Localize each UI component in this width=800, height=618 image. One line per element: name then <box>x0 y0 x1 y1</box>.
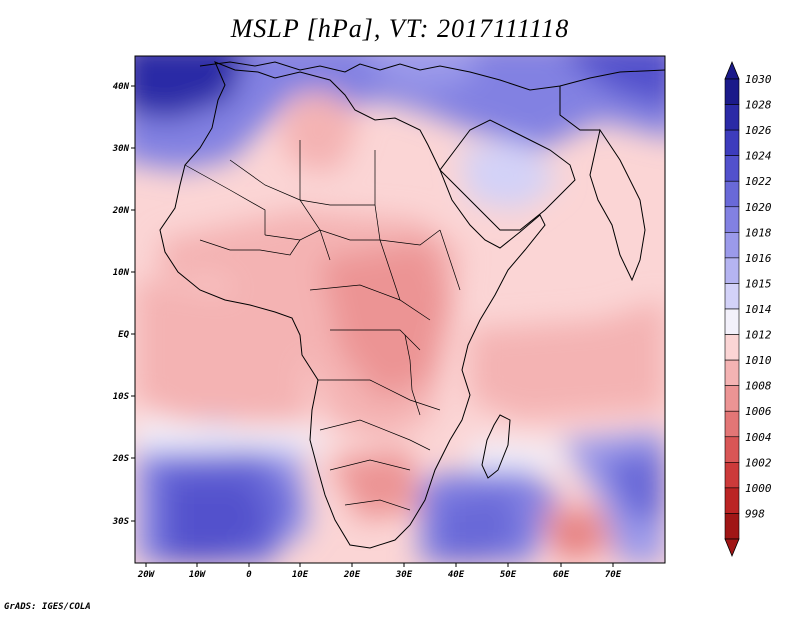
lon-axis: 20W 10W 0 10E 20E 30E 40E 50E 60E 70E <box>137 570 622 580</box>
colorbar-label: 1024 <box>745 150 772 163</box>
colorbar-label: 1010 <box>745 354 772 367</box>
colorbar-label: 1004 <box>745 431 772 444</box>
lon-label: 20E <box>343 570 361 580</box>
colorbar-swatch <box>724 308 740 335</box>
lon-label: 70E <box>605 570 622 580</box>
lon-label: 20W <box>137 570 156 580</box>
lat-label: 10S <box>113 392 130 402</box>
colorbar-swatch <box>724 206 740 233</box>
colorbar: 1030 1028 1026 1024 1022 1020 1018 1016 1015 1014… <box>724 60 772 558</box>
lon-label: 30E <box>395 570 413 580</box>
lat-label: 20N <box>112 206 130 216</box>
colorbar-swatch <box>724 436 740 463</box>
lon-label: 10W <box>189 570 207 580</box>
colorbar-swatch <box>724 462 740 489</box>
lon-label: 60E <box>553 570 570 580</box>
colorbar-swatch <box>724 410 740 438</box>
lat-label: 10N <box>113 268 130 278</box>
colorbar-swatch <box>724 334 740 361</box>
coastlines <box>159 61 665 549</box>
colorbar-top-arrow <box>724 60 740 80</box>
colorbar-label: 1016 <box>745 252 772 265</box>
colorbar-label: 1030 <box>745 73 772 86</box>
lon-ticks <box>145 563 614 567</box>
colorbar-swatch <box>724 283 740 310</box>
lon-label: 10E <box>292 570 309 580</box>
colorbar-label: 1006 <box>745 405 772 418</box>
map-title: MSLP [hPa], VT: 2017111118 <box>230 14 570 43</box>
lat-label: EQ <box>118 330 129 340</box>
lat-label: 40N <box>113 82 130 92</box>
colorbar-swatch <box>724 513 740 540</box>
lon-label: 0 <box>246 570 252 580</box>
colorbar-swatch <box>724 359 740 386</box>
colorbar-label: 1008 <box>745 380 772 393</box>
country-borders <box>184 140 461 511</box>
grads-credit: GrADS: IGES/COLA <box>4 602 91 612</box>
colorbar-label: 1000 <box>745 482 772 495</box>
colorbar-label: 1015 <box>745 277 772 290</box>
map-frame <box>134 55 666 564</box>
colorbar-label: 1026 <box>745 124 772 137</box>
colorbar-swatch <box>724 180 740 208</box>
colorbar-label: 1028 <box>745 99 772 112</box>
colorbar-swatch <box>724 104 740 131</box>
lat-label: 20S <box>112 454 130 464</box>
lat-label: 30N <box>112 144 130 154</box>
colorbar-swatch <box>724 129 740 156</box>
pressure-field <box>135 56 665 563</box>
colorbar-label: 1014 <box>745 303 772 316</box>
colorbar-label: 1002 <box>745 456 772 469</box>
colorbar-swatch <box>724 257 740 284</box>
colorbar-swatch <box>724 78 740 105</box>
lat-axis: 40N 30N 20N 10N EQ 10S 20S 30S <box>112 82 130 527</box>
lon-label: 50E <box>500 570 517 580</box>
colorbar-swatch <box>724 155 740 182</box>
colorbar-swatch <box>724 487 740 514</box>
lat-ticks <box>131 85 135 522</box>
colorbar-swatch <box>724 232 740 259</box>
lon-label: 40E <box>448 570 465 580</box>
colorbar-swatch <box>724 385 740 412</box>
colorbar-label: 998 <box>745 507 765 520</box>
colorbar-label: 1018 <box>745 226 772 239</box>
colorbar-label: 1012 <box>745 329 772 342</box>
colorbar-label: 1020 <box>745 201 772 214</box>
colorbar-label: 1022 <box>745 175 772 188</box>
colorbar-bottom-arrow <box>724 538 740 558</box>
lat-label: 30S <box>112 517 130 527</box>
